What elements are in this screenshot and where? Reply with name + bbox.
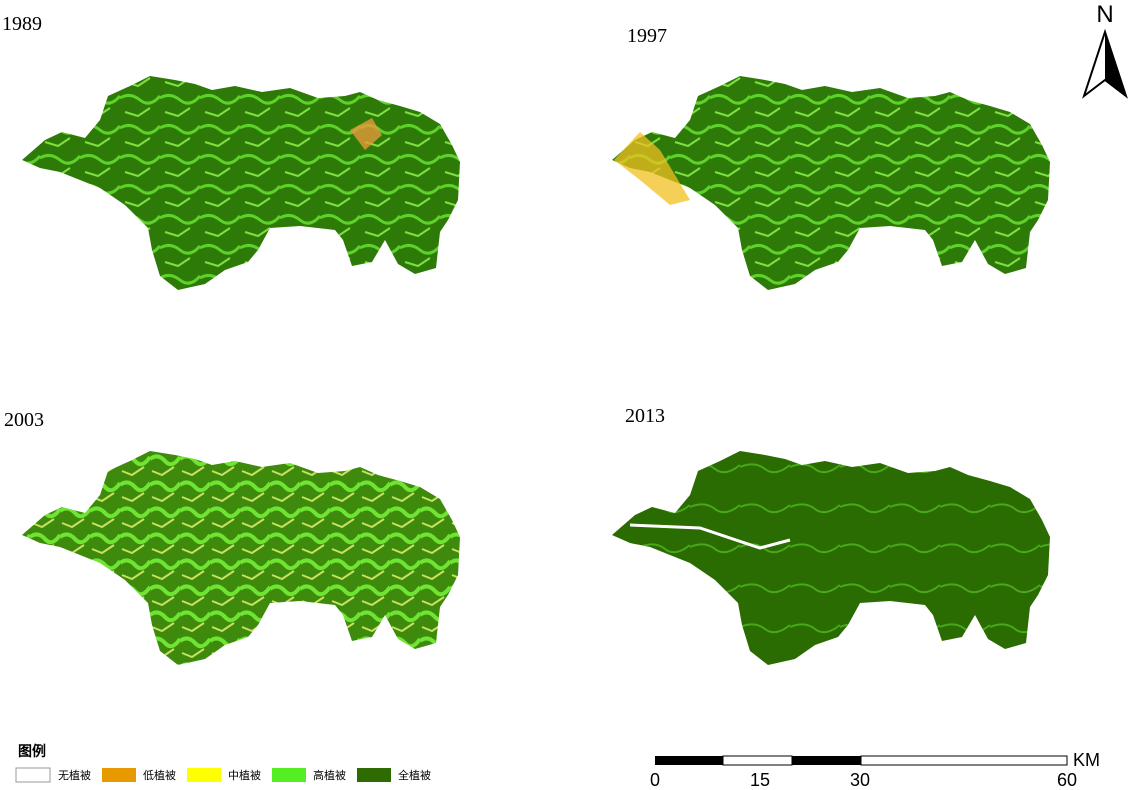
scale-label: 60 [1057,770,1077,790]
scale-bar: 0 15 30 60 KM [650,750,1100,790]
scale-segment [655,756,723,765]
north-arrow: N [1082,1,1128,99]
swatch [187,768,221,782]
panel-year: 2003 [4,409,44,431]
scale-label: 30 [850,770,870,790]
patch [614,132,690,205]
swatch [102,768,136,782]
legend-item: 中植被 [228,768,261,782]
scale-segment [860,755,1068,766]
swatch [357,768,391,782]
legend: 图例 无植被 低植被 中植被 高植被 全植被 [15,743,431,783]
patch [629,523,791,550]
map-panel: 2013 [612,405,1050,665]
scale-label: 15 [750,770,770,790]
legend-item: 高植被 [313,768,346,782]
swatch [272,768,306,782]
panel-year: 1997 [627,25,667,47]
map-panel: 1997 [612,25,1050,290]
scale-segment [792,756,861,765]
legend-item: 全植被 [398,768,431,782]
region-map [612,451,1050,665]
region-map [22,451,460,665]
panel-year: 1989 [2,13,42,35]
arrow-half [1105,32,1126,96]
legend-item: 无植被 [58,768,91,782]
scale-unit: KM [1073,750,1100,770]
scale-segment [722,755,793,766]
swatch [15,767,51,783]
patch [350,118,382,150]
region-map [22,76,460,290]
scale-label: 0 [650,770,660,790]
north-label: N [1096,1,1113,28]
panel-year: 2013 [625,405,665,427]
legend-item: 低植被 [143,768,176,782]
legend-title: 图例 [18,743,46,760]
map-panel: 1989 [2,13,460,290]
map-panel: 2003 [4,409,460,665]
